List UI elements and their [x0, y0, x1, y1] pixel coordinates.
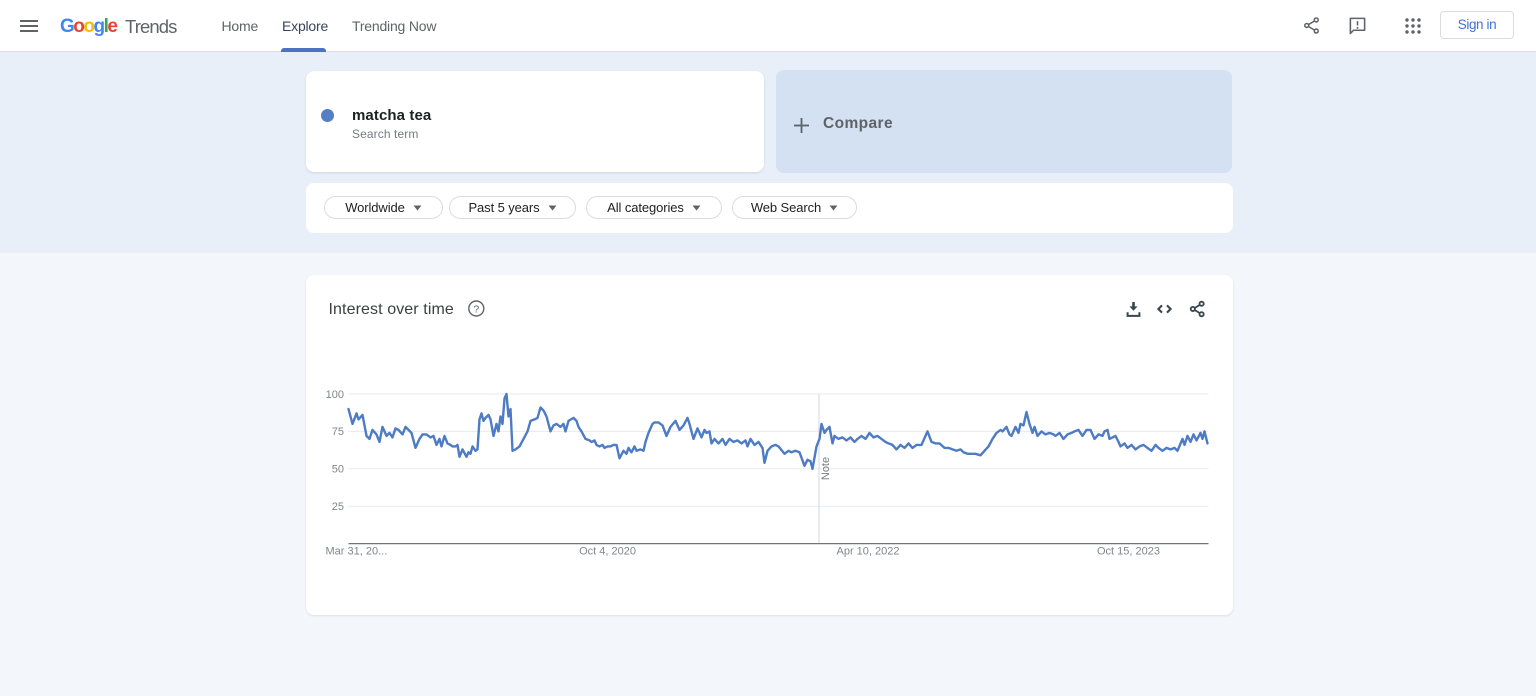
svg-text:Mar 31, 20...: Mar 31, 20...	[325, 546, 387, 558]
svg-text:50: 50	[331, 464, 343, 476]
svg-text:25: 25	[331, 501, 343, 513]
svg-text:100: 100	[325, 389, 343, 401]
svg-text:Interest over time: Interest over time	[328, 301, 453, 318]
svg-text:Oct 15, 2023: Oct 15, 2023	[1097, 546, 1160, 558]
svg-text:?: ?	[473, 303, 479, 315]
svg-text:75: 75	[331, 426, 343, 438]
svg-text:Note: Note	[820, 457, 832, 480]
svg-text:Oct 4, 2020: Oct 4, 2020	[579, 546, 636, 558]
svg-text:Apr 10, 2022: Apr 10, 2022	[836, 546, 899, 558]
